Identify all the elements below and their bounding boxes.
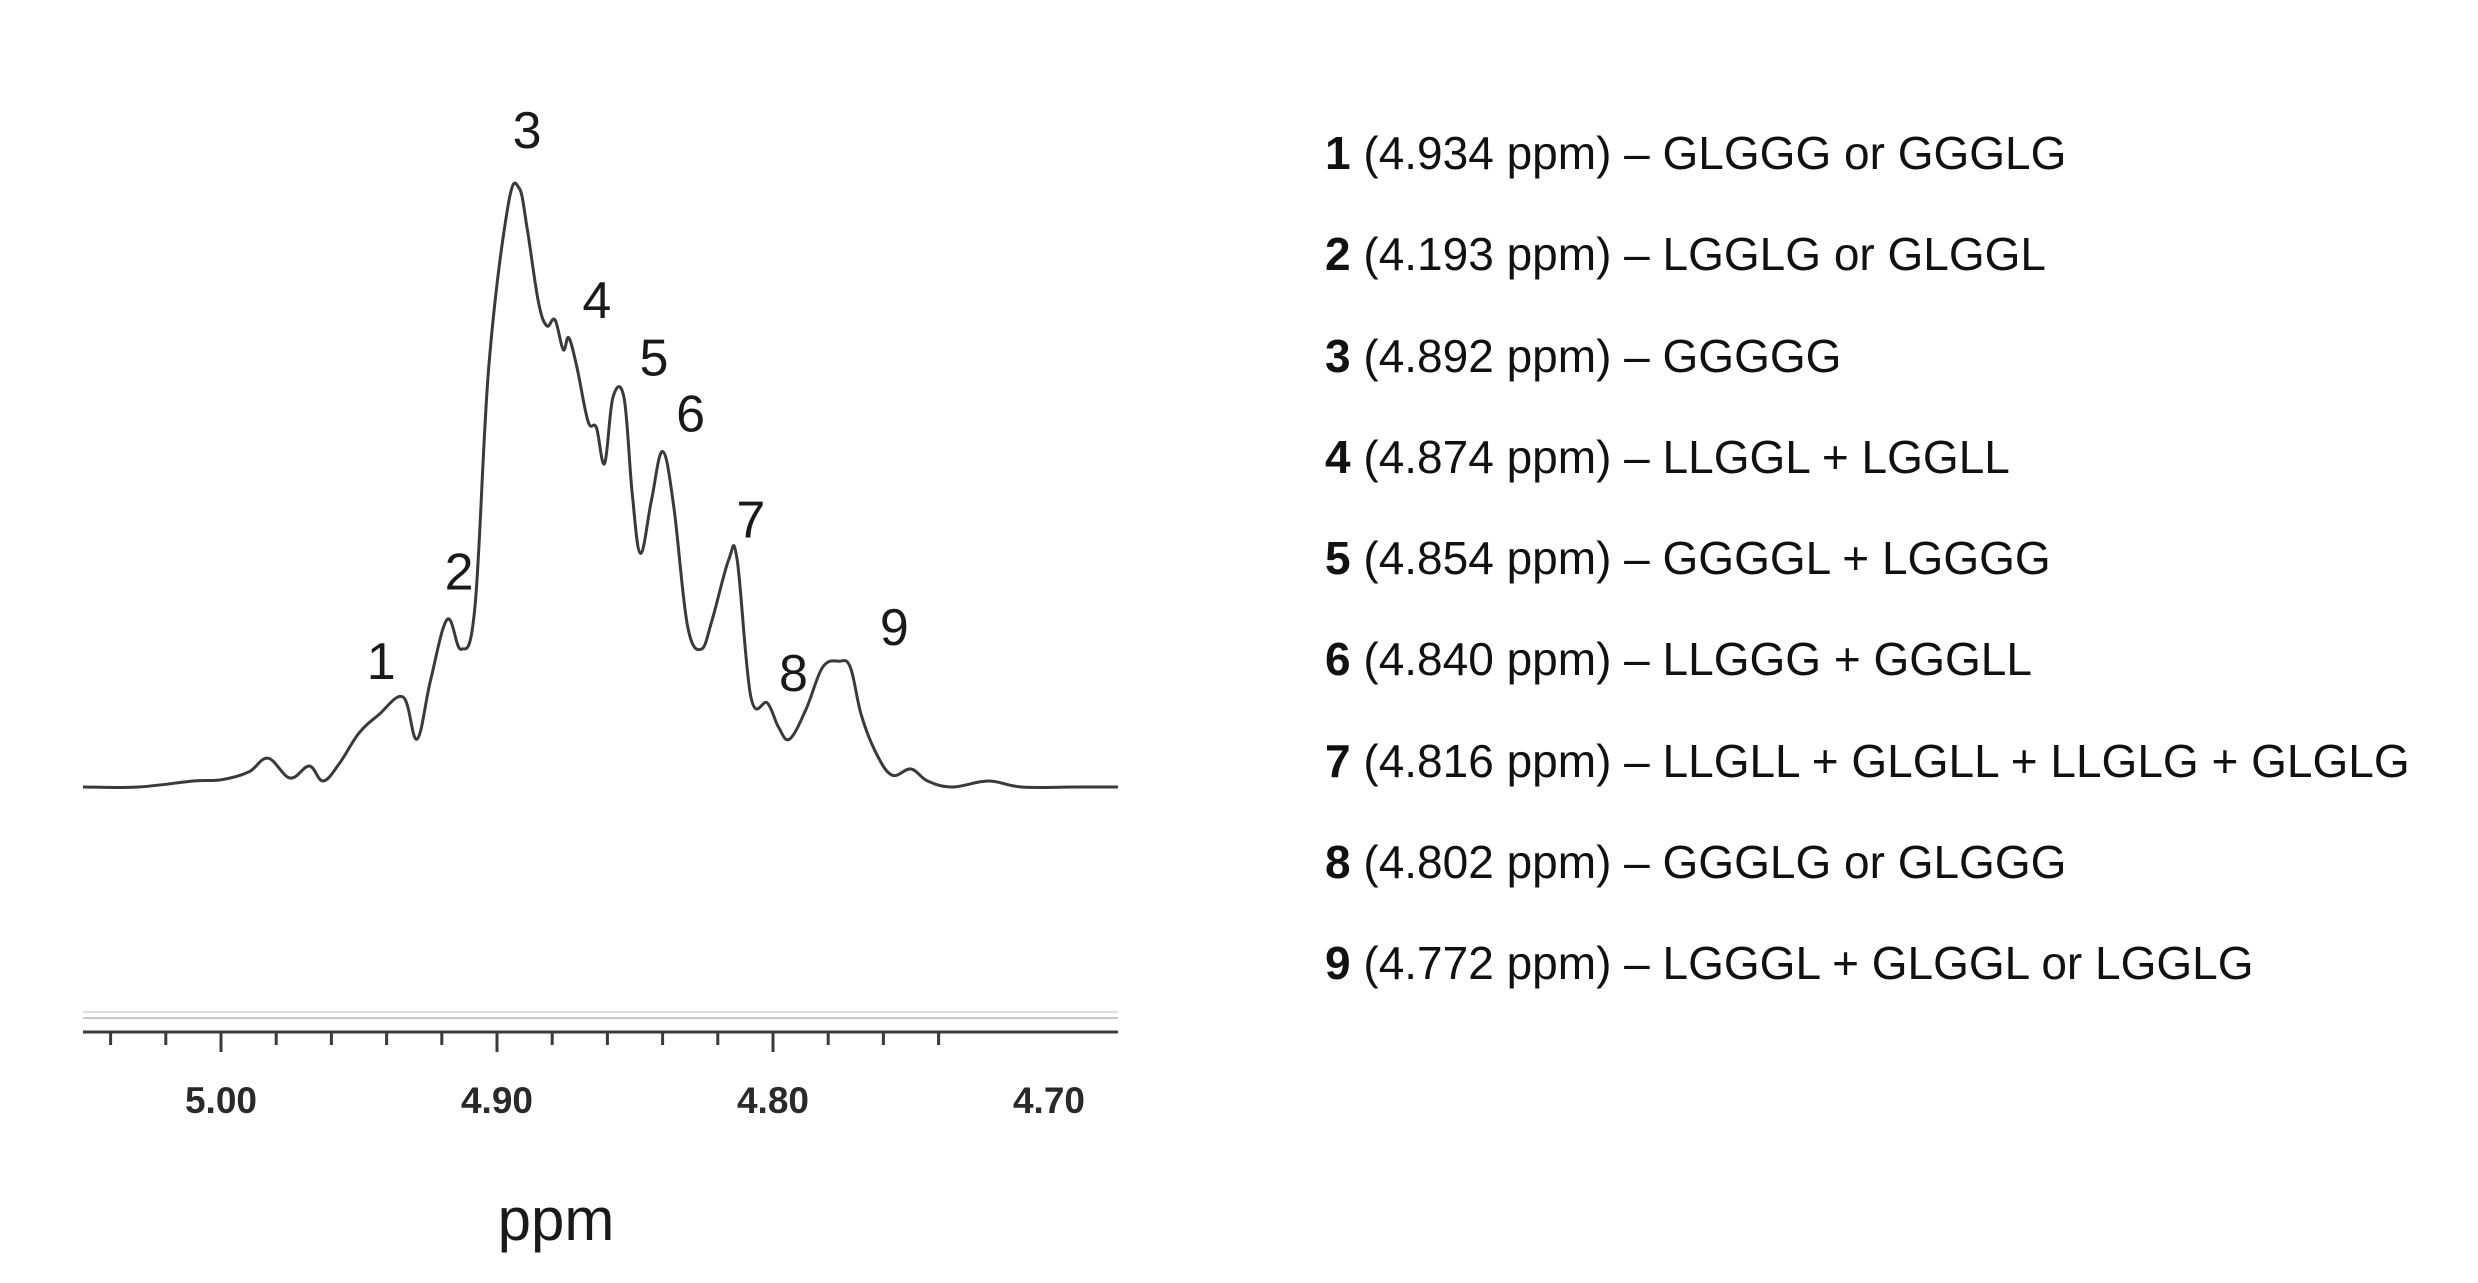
assignment-item: 6 (4.840 ppm) – LLGGG + GGGLL xyxy=(1325,624,2410,725)
peak-label-4: 4 xyxy=(582,272,611,330)
assignment-peak-number: 9 xyxy=(1325,937,1351,990)
assignment-text: (4.840 ppm) – LLGGG + GGGLL xyxy=(1350,633,2032,686)
assignment-text: (4.892 ppm) – GGGGG xyxy=(1350,329,1842,382)
x-axis-title: ppm xyxy=(498,1186,615,1253)
assignment-peak-number: 2 xyxy=(1325,228,1351,281)
x-axis: 5.00 4.90 4.80 4.70 ppm xyxy=(83,1011,1118,1253)
peak-label-3: 3 xyxy=(513,102,542,160)
x-tick-label: 4.70 xyxy=(1013,1080,1085,1121)
assignment-item: 8 (4.802 ppm) – GGGLG or GLGGG xyxy=(1325,827,2410,928)
x-tick-label: 4.90 xyxy=(461,1080,533,1121)
assignment-item: 4 (4.874 ppm) – LLGGL + LGGLL xyxy=(1325,422,2410,523)
assignment-item: 1 (4.934 ppm) – GLGGG or GGGLG xyxy=(1325,118,2410,219)
spectrum-trace xyxy=(82,181,1118,789)
assignment-peak-number: 3 xyxy=(1325,329,1351,382)
spectrum-trace-group xyxy=(82,181,1118,789)
assignment-item: 9 (4.772 ppm) – LGGGL + GLGGL or LGGLG xyxy=(1325,928,2410,1029)
peak-label-6: 6 xyxy=(676,386,705,444)
assignment-text: (4.874 ppm) – LLGGL + LGGLL xyxy=(1350,430,2010,483)
peak-label-7: 7 xyxy=(736,491,765,549)
peak-label-1: 1 xyxy=(367,633,396,691)
assignment-text: (4.772 ppm) – LGGGL + GLGGL or LGGLG xyxy=(1350,937,2254,990)
assignment-text: (4.193 ppm) – LGGLG or GLGGL xyxy=(1350,228,2047,281)
assignment-text: (4.854 ppm) – GGGGL + LGGGG xyxy=(1350,532,2051,585)
peak-label-2: 2 xyxy=(445,543,474,601)
assignment-text: (4.934 ppm) – GLGGG or GGGLG xyxy=(1350,127,2067,179)
peak-assignment-list: 1 (4.934 ppm) – GLGGG or GGGLG 2 (4.193 p… xyxy=(1325,118,2410,1030)
assignment-peak-number: 6 xyxy=(1325,633,1351,686)
assignment-item: 3 (4.892 ppm) – GGGGG xyxy=(1325,321,2410,422)
assignment-peak-number: 1 xyxy=(1325,127,1351,179)
peak-label-9: 9 xyxy=(880,599,909,657)
x-tick-label: 5.00 xyxy=(185,1080,257,1121)
assignment-peak-number: 7 xyxy=(1325,734,1351,787)
peak-label-8: 8 xyxy=(779,645,808,703)
assignment-item: 7 (4.816 ppm) – LLGLL + GLGLL + LLGLG + … xyxy=(1325,726,2410,827)
assignment-item: 2 (4.193 ppm) – LGGLG or GLGGL xyxy=(1325,219,2410,320)
assignment-peak-number: 8 xyxy=(1325,836,1351,889)
peak-label-5: 5 xyxy=(640,330,669,388)
x-tick-label: 4.80 xyxy=(737,1080,809,1121)
assignment-item: 5 (4.854 ppm) – GGGGL + LGGGG xyxy=(1325,523,2410,624)
assignment-peak-number: 4 xyxy=(1325,430,1351,483)
assignment-peak-number: 5 xyxy=(1325,532,1351,585)
assignment-text: (4.816 ppm) – LLGLL + GLGLL + LLGLG + GL… xyxy=(1350,734,2410,787)
x-axis-ticks xyxy=(109,1032,941,1052)
x-axis-tick-labels: 5.00 4.90 4.80 4.70 xyxy=(185,1080,1085,1121)
assignment-text: (4.802 ppm) – GGGLG or GLGGG xyxy=(1350,836,2067,889)
